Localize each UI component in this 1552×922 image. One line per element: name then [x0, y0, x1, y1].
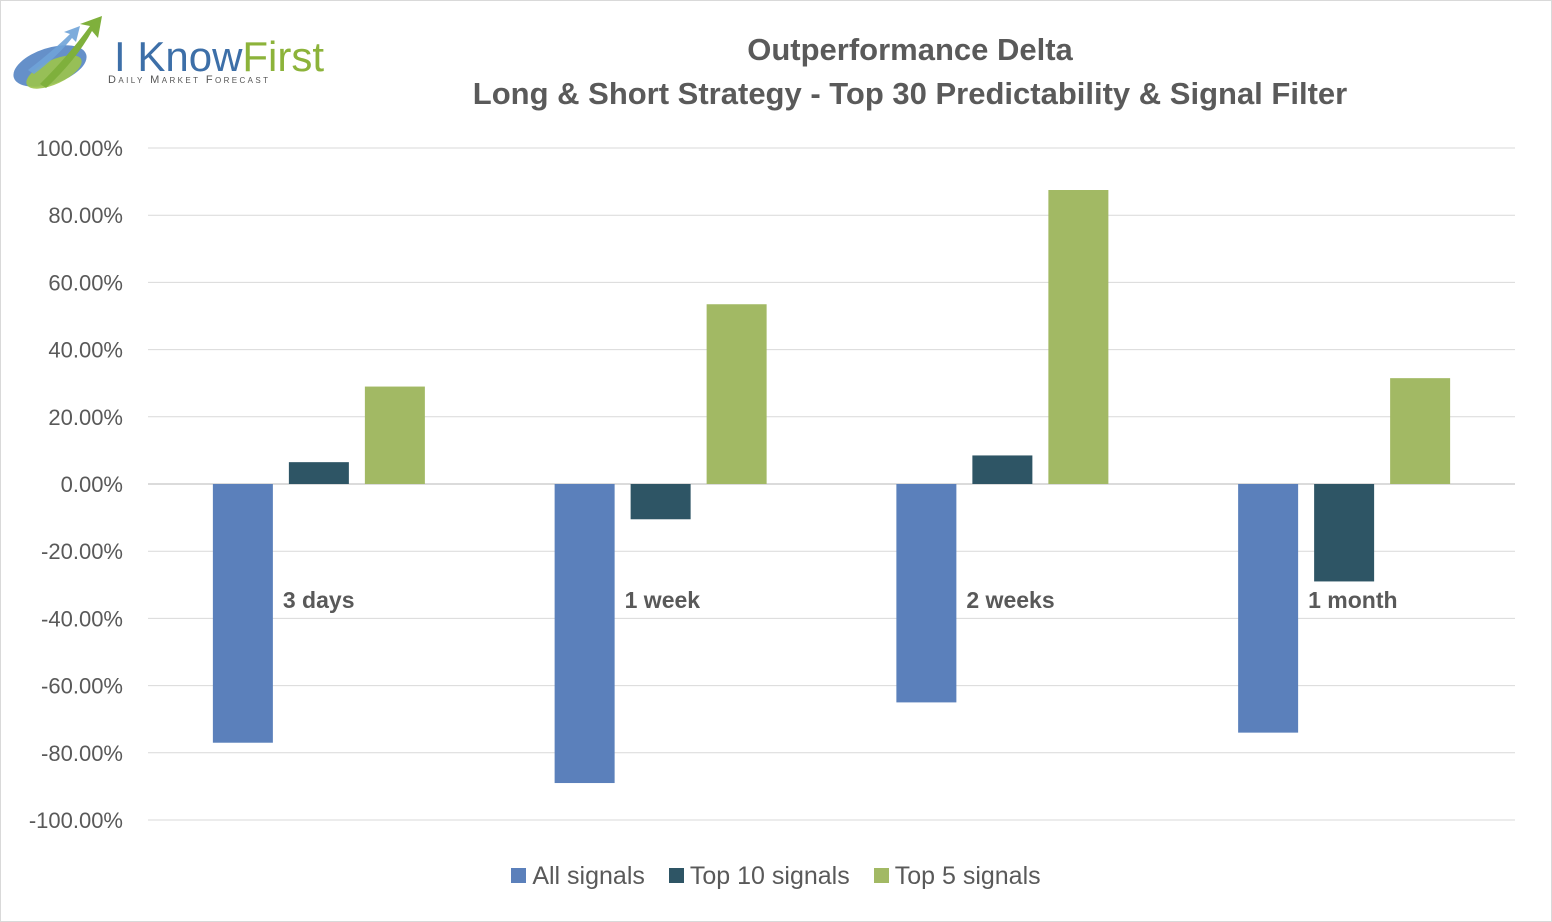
gridlines	[148, 147, 1515, 821]
legend-item: Top 5 signals	[873, 862, 1041, 891]
logo-brand-part1: I Know	[114, 33, 243, 80]
y-tick-label: -20.00%	[41, 539, 123, 564]
y-axis-tick-labels: 100.00% 80.00% 60.00% 40.00% 20.00% 0.00% -20.…	[29, 136, 123, 833]
bar-top-10-signals	[1314, 484, 1375, 582]
legend-swatch	[511, 868, 527, 883]
y-tick-label: 20.00%	[48, 405, 123, 430]
category-label: 1 week	[625, 587, 701, 613]
y-tick-label: -40.00%	[41, 606, 123, 631]
y-tick-label: 80.00%	[48, 203, 123, 228]
legend-label: Top 5 signals	[894, 862, 1041, 890]
chart-subtitle: Long & Short Strategy - Top 30 Predictab…	[472, 76, 1348, 111]
bar-top-10-signals	[972, 455, 1033, 484]
bar-top-5-signals	[706, 304, 767, 484]
legend-label: Top 10 signals	[689, 862, 850, 890]
y-tick-label: 60.00%	[48, 270, 123, 295]
logo-brand: I KnowFirst	[114, 36, 324, 78]
y-tick-label: -100.00%	[29, 808, 123, 833]
logo-tagline: Daily Market Forecast	[108, 74, 271, 86]
legend: All signals Top 10 signals Top 5 signals	[0, 862, 1552, 891]
y-tick-label: 0.00%	[61, 472, 123, 497]
bar-top-10-signals	[630, 484, 691, 520]
logo-brand-part2: First	[242, 33, 325, 80]
bar-all-signals	[554, 484, 615, 784]
y-tick-label: -60.00%	[41, 674, 123, 699]
logo: I KnowFirst Daily Market Forecast	[10, 14, 380, 98]
bar-all-signals	[896, 484, 957, 703]
category-label: 1 month	[1308, 587, 1397, 613]
legend-swatch	[668, 868, 684, 883]
bar-top-10-signals	[288, 462, 349, 484]
y-tick-label: 100.00%	[36, 136, 123, 161]
legend-swatch	[873, 868, 889, 883]
chart-title: Outperformance Delta	[747, 32, 1073, 67]
y-tick-label: -80.00%	[41, 741, 123, 766]
category-label: 3 days	[283, 587, 355, 613]
y-tick-label: 40.00%	[48, 338, 123, 363]
category-label: 2 weeks	[966, 587, 1054, 613]
legend-item: Top 10 signals	[668, 862, 850, 891]
bar-all-signals	[212, 484, 273, 743]
bars	[212, 190, 1451, 784]
legend-label: All signals	[532, 862, 645, 890]
bar-top-5-signals	[1390, 378, 1451, 484]
category-labels: 3 days 1 week 2 weeks 1 month	[283, 587, 1398, 613]
logo-arrow-icon	[13, 16, 102, 89]
bar-top-5-signals	[364, 386, 425, 484]
bar-all-signals	[1238, 484, 1299, 733]
bar-top-5-signals	[1048, 190, 1109, 484]
legend-item: All signals	[511, 862, 645, 891]
